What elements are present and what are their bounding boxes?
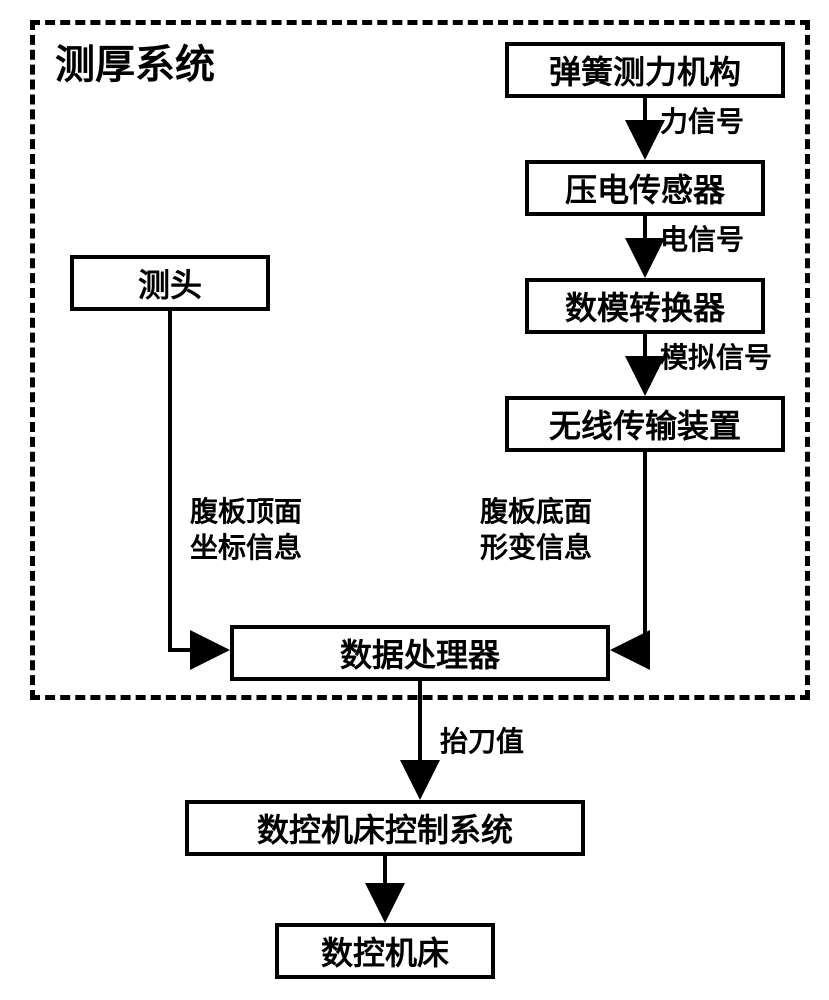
edge-cncctrl-cnc bbox=[0, 0, 829, 1000]
